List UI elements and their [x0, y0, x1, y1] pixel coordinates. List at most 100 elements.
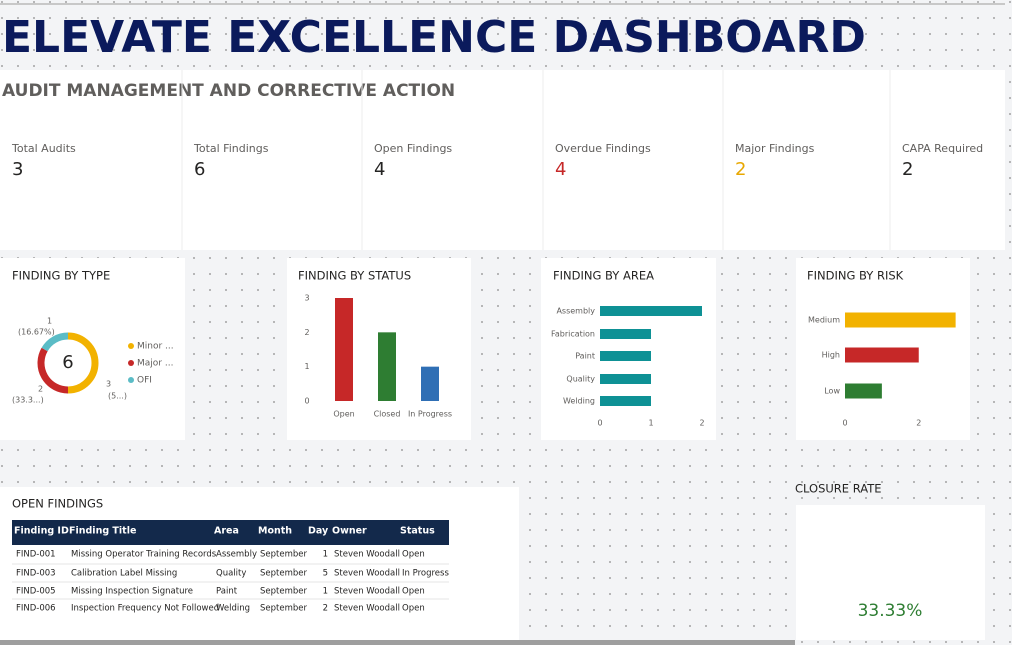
kpi-band	[0, 70, 1005, 250]
table-cell: 1	[323, 550, 328, 560]
kpi-value: 2	[902, 159, 913, 180]
top-edge	[0, 3, 1005, 5]
column-header: Month	[258, 526, 292, 537]
y-tick-label: Quality	[566, 375, 595, 384]
bar	[600, 351, 651, 361]
table-cell: September	[260, 550, 307, 560]
legend-label: Major ...	[137, 359, 173, 369]
slice-value-label: 3	[106, 380, 111, 389]
donut-center: 6	[62, 352, 73, 373]
slice-percent-label: (5...)	[108, 392, 127, 401]
legend-label: OFI	[137, 376, 152, 386]
bar	[845, 383, 882, 399]
column-header: Area	[214, 526, 239, 537]
slice-percent-label: (33.3...)	[12, 396, 44, 405]
table-cell: Assembly	[216, 550, 257, 560]
closure-title: CLOSURE RATE	[795, 482, 882, 496]
slice-value-label: 2	[38, 385, 43, 394]
table-cell: Open	[402, 587, 425, 597]
chart-title: FINDING BY STATUS	[298, 269, 411, 283]
table-cell: FIND-005	[16, 587, 56, 597]
table-cell: Missing Inspection Signature	[71, 587, 193, 597]
card	[541, 258, 716, 440]
bar	[845, 347, 919, 363]
kpi-label: Overdue Findings	[555, 142, 651, 155]
table-cell: Steven Woodall	[334, 587, 400, 597]
y-tick-label: 0	[304, 397, 309, 406]
kpi-value: 4	[555, 159, 566, 180]
y-tick-label: Low	[824, 387, 840, 396]
table-cell: In Progress	[402, 569, 449, 579]
column-header: Finding ID	[14, 526, 69, 537]
y-tick-label: 3	[304, 294, 309, 303]
table-cell: Open	[402, 604, 425, 614]
y-tick-label: Medium	[808, 316, 840, 325]
table-cell: 1	[323, 587, 328, 597]
legend-dot	[128, 360, 134, 366]
bar	[378, 332, 396, 401]
column-header: Day	[308, 526, 329, 537]
chart-title: FINDING BY TYPE	[12, 269, 110, 283]
table-cell: FIND-003	[16, 569, 56, 579]
x-tick-label: 2	[699, 419, 704, 428]
x-tick-label: 1	[648, 419, 653, 428]
chart-title: FINDING BY AREA	[553, 269, 654, 283]
table-cell: Paint	[216, 587, 238, 597]
slice-percent-label: (16.67%)	[18, 328, 55, 337]
kpi-label: Open Findings	[374, 142, 452, 155]
y-tick-label: Fabrication	[551, 330, 595, 339]
column-header: Finding Title	[69, 526, 136, 537]
kpi-label: CAPA Required	[902, 142, 983, 155]
kpi-value: 3	[12, 159, 23, 180]
table-cell: Steven Woodall	[334, 550, 400, 560]
x-tick-label: 0	[842, 419, 847, 428]
table-cell: FIND-001	[16, 550, 56, 560]
y-tick-label: Assembly	[556, 307, 595, 316]
table-header	[12, 520, 449, 545]
kpi-label: Major Findings	[735, 142, 815, 155]
chart-title: FINDING BY RISK	[807, 269, 904, 283]
y-tick-label: Welding	[563, 397, 595, 406]
table-cell: September	[260, 604, 307, 614]
column-header: Owner	[332, 526, 367, 537]
y-tick-label: High	[822, 351, 840, 360]
donut-slice	[37, 347, 69, 394]
closure-value: 33.33%	[858, 601, 923, 621]
y-tick-label: Paint	[575, 352, 595, 361]
table-cell: 2	[323, 604, 328, 614]
y-tick-label: 1	[304, 362, 309, 371]
table-cell: Inspection Frequency Not Followed	[71, 604, 219, 614]
x-tick-label: 0	[597, 419, 602, 428]
bar	[845, 312, 956, 328]
table-cell: Missing Operator Training Records	[71, 550, 217, 560]
table-cell: 5	[323, 569, 328, 579]
table-cell: Quality	[216, 569, 246, 579]
table-cell: Calibration Label Missing	[71, 569, 177, 579]
bar	[421, 366, 439, 401]
scroll-track	[1012, 0, 1024, 645]
kpi-label: Total Audits	[11, 142, 76, 155]
bar	[600, 306, 702, 316]
x-tick-label: In Progress	[408, 410, 452, 419]
bar	[600, 374, 651, 384]
y-tick-label: 2	[304, 328, 309, 337]
kpi-label: Total Findings	[193, 142, 269, 155]
slice-value-label: 1	[47, 317, 52, 326]
table-cell: September	[260, 569, 307, 579]
table-title: OPEN FINDINGS	[12, 497, 103, 511]
table-cell: September	[260, 587, 307, 597]
closure-card	[796, 505, 985, 640]
kpi-value: 4	[374, 159, 385, 180]
column-header: Status	[400, 526, 435, 537]
table-cell: Steven Woodall	[334, 569, 400, 579]
legend-dot	[128, 377, 134, 383]
donut-slice	[41, 332, 69, 352]
bar	[600, 396, 651, 406]
table-cell: Steven Woodall	[334, 604, 400, 614]
scrollbar	[0, 640, 795, 645]
bar	[600, 329, 651, 339]
x-tick-label: Closed	[374, 410, 401, 419]
dashboard-subtitle: AUDIT MANAGEMENT AND CORRECTIVE ACTION	[2, 81, 455, 101]
kpi-value: 2	[735, 159, 746, 180]
